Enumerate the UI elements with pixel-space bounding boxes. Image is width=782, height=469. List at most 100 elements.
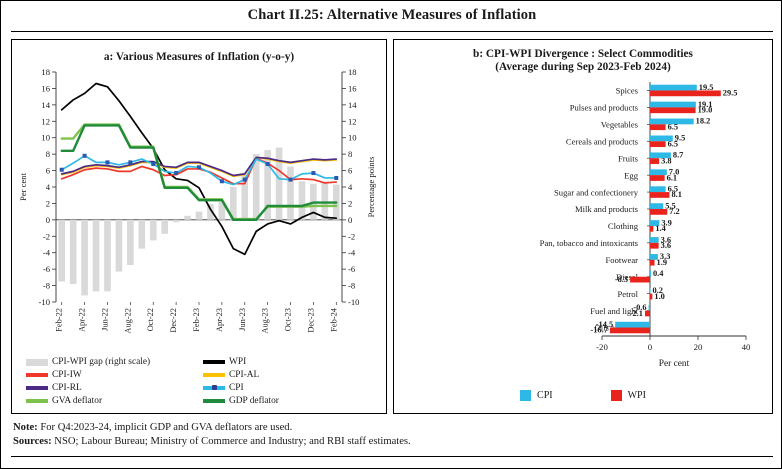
svg-text:Egg: Egg (624, 170, 639, 180)
legend-label-cpi-wpi-gap: CPI-WPI gap (right scale) (52, 357, 151, 367)
svg-text:-10: -10 (348, 297, 359, 307)
svg-text:3.6: 3.6 (661, 235, 671, 244)
svg-text:Per cent: Per cent (18, 172, 28, 201)
panel-b-plot: -20 0 20 40 Spices 19.5 29.5 Pulses and product… (540, 82, 751, 369)
svg-text:0: 0 (46, 215, 50, 225)
svg-text:Aug-23: Aug-23 (261, 308, 270, 334)
legend-label-wpi: WPI (627, 390, 646, 401)
svg-text:14: 14 (41, 100, 50, 110)
svg-text:4: 4 (348, 182, 353, 192)
svg-text:-20: -20 (596, 342, 608, 352)
svg-text:Sugar and confectionery: Sugar and confectionery (554, 187, 639, 197)
legend-swatch-gdp-deflator (203, 399, 225, 403)
panel-a-title: a: Various Measures of Inflation (y-o-y) (103, 51, 295, 63)
note-label: Note: (13, 422, 38, 433)
svg-text:8.1: 8.1 (671, 190, 681, 199)
svg-text:6.1: 6.1 (667, 173, 677, 182)
legend-label-cpi-rl: CPI-RL (52, 383, 82, 393)
panel-a-plot: -10 -10 -8 -8 -6 -6 -4 -4 -2 -2 0 0 2 2 4 4 6 6 8 8 10 10 12 12… (18, 67, 376, 334)
svg-text:10: 10 (348, 133, 357, 143)
svg-text:Footwear: Footwear (606, 255, 639, 265)
svg-text:18: 18 (41, 67, 50, 77)
svg-text:1.9: 1.9 (657, 258, 667, 267)
note-line: Note: For Q4:2023-24, implicit GDP and G… (13, 421, 773, 435)
svg-text:29.5: 29.5 (723, 89, 738, 98)
legend-swatch-cpi (203, 384, 225, 390)
svg-text:Milk and products: Milk and products (575, 204, 639, 214)
svg-text:Feb-22: Feb-22 (55, 308, 64, 332)
legend-item-wpi: WPI (203, 356, 376, 368)
svg-text:-6: -6 (348, 264, 356, 274)
legend-swatch-cpi (520, 390, 532, 401)
legend-label-gva-deflator: GVA deflator (52, 396, 103, 406)
svg-text:Cereals and products: Cereals and products (566, 136, 639, 146)
svg-text:3.6: 3.6 (661, 241, 671, 250)
svg-text:-2.1: -2.1 (630, 309, 643, 318)
svg-text:40: 40 (742, 342, 751, 352)
svg-text:0.4: 0.4 (653, 269, 664, 278)
svg-text:6.5: 6.5 (668, 139, 678, 148)
svg-text:Feb-24: Feb-24 (329, 307, 338, 332)
legend-item-gdp-deflator: GDP deflator (203, 395, 376, 407)
figure-notes: Note: For Q4:2023-24, implicit GDP and G… (13, 421, 773, 448)
svg-text:0: 0 (348, 215, 352, 225)
svg-text:2: 2 (348, 198, 352, 208)
svg-text:Per cent: Per cent (659, 359, 690, 369)
svg-text:-4: -4 (43, 248, 51, 258)
panel-b-title-line1: b: CPI-WPI Divergence : Select Commoditi… (473, 48, 693, 60)
svg-text:12: 12 (348, 116, 357, 126)
svg-text:18.2: 18.2 (696, 117, 711, 126)
svg-text:Percentage points: Percentage points (366, 156, 376, 218)
svg-text:-2: -2 (348, 231, 355, 241)
legend-label-gdp-deflator: GDP deflator (229, 396, 279, 406)
svg-text:Clothing: Clothing (608, 221, 639, 231)
svg-text:Feb-23: Feb-23 (192, 308, 201, 332)
legend-item-gva-deflator: GVA deflator (26, 395, 199, 407)
svg-text:20: 20 (694, 342, 703, 352)
svg-text:12: 12 (41, 116, 50, 126)
figure-title: Chart II.25: Alternative Measures of Inf… (247, 7, 537, 23)
svg-text:19.5: 19.5 (699, 83, 714, 92)
svg-text:18: 18 (348, 67, 357, 77)
svg-text:Dec-22: Dec-22 (169, 308, 178, 333)
svg-text:0.2: 0.2 (652, 286, 662, 295)
svg-text:8.7: 8.7 (673, 151, 683, 160)
legend-item-cpi-al: CPI-AL (203, 369, 376, 381)
panel-a-line-chart: a: Various Measures of Inflation (y-o-y)… (11, 39, 387, 414)
panel-b-title: b: CPI-WPI Divergence : Select Commoditi… (394, 48, 772, 74)
svg-text:Vegetables: Vegetables (601, 120, 639, 130)
svg-text:Spices: Spices (616, 86, 639, 96)
svg-text:10: 10 (41, 133, 50, 143)
svg-text:4: 4 (46, 182, 51, 192)
sources-label: Sources: (13, 435, 52, 447)
svg-text:Fruits: Fruits (618, 153, 639, 163)
legend-label-cpi-iw: CPI-IW (52, 370, 82, 380)
svg-text:-8: -8 (348, 281, 355, 291)
svg-text:Fuel and light: Fuel and light (590, 306, 638, 316)
svg-text:-14.5: -14.5 (596, 320, 613, 329)
legend-swatch-gva-deflator (26, 399, 48, 403)
legend-item-wpi: WPI (610, 390, 646, 401)
svg-text:Pulses and products: Pulses and products (570, 103, 639, 113)
panel-b-title-line2: (Average during Sep 2023-Feb 2024) (495, 61, 671, 73)
panel-b-bar-chart: b: CPI-WPI Divergence : Select Commoditi… (393, 39, 773, 414)
legend-label-cpi: CPI (537, 390, 553, 401)
svg-text:-6: -6 (43, 264, 51, 274)
svg-text:6: 6 (348, 166, 353, 176)
svg-text:-8: -8 (43, 281, 50, 291)
legend-swatch-cpi-wpi-gap (26, 358, 48, 366)
svg-text:1.0: 1.0 (654, 292, 664, 301)
panel-a-legend: CPI-WPI gap (right scale) WPI CPI-IW CPI… (26, 356, 376, 407)
svg-text:19.0: 19.0 (698, 106, 713, 115)
title-divider (11, 31, 773, 32)
svg-text:16: 16 (348, 83, 357, 93)
legend-item-cpi-rl: CPI-RL (26, 382, 199, 394)
svg-text:-10: -10 (39, 297, 50, 307)
legend-item-cpi: CPI (203, 382, 376, 394)
legend-item-cpi-wpi-gap: CPI-WPI gap (right scale) (26, 356, 199, 368)
legend-swatch-cpi-al (203, 373, 225, 377)
svg-text:Oct-22: Oct-22 (146, 308, 155, 331)
note-text: For Q4:2023-24, implicit GDP and GVA def… (37, 422, 293, 433)
legend-swatch-cpi-rl (26, 386, 48, 390)
